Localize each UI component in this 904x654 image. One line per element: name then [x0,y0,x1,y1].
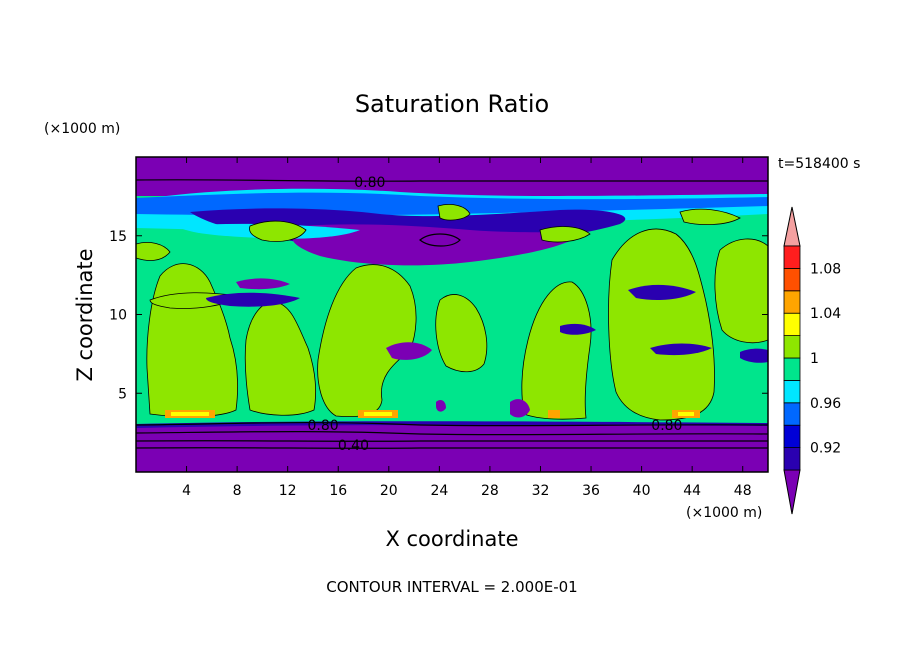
colorbar-segment [783,245,801,269]
x-tick-label: 24 [430,483,448,499]
dry-patch [236,278,290,290]
green-region [679,208,741,226]
colorbar-segment [783,379,801,404]
green-region [249,220,307,242]
dry-patch [650,343,712,356]
x-tick-label: 36 [582,483,600,499]
green-region [539,226,591,243]
contour-label: 0.80 [307,418,338,434]
warm-spot-core [678,412,694,416]
x-tick-label: 8 [233,483,242,499]
plot-area [135,156,769,473]
dry-patch [436,400,446,412]
y-tick-label: 10 [109,308,127,324]
colorbar-segment [783,335,801,359]
contour-line [419,233,461,247]
dry-patch [628,284,696,300]
dry-patch [740,348,768,363]
contour-line [136,440,768,442]
x-tick-label: 20 [380,483,398,499]
y-tick-label: 5 [118,386,127,402]
contour-label: 0.80 [354,175,385,191]
dry-patch-upper [291,224,580,266]
colorbar: 1.08 1.04 1 0.96 0.92 [783,206,841,515]
colorbar-segment [783,447,801,471]
warm-spot [548,410,560,418]
colorbar-tick-label: 1.08 [810,261,841,277]
x-tick-label: 12 [279,483,297,499]
contour-line [136,431,768,436]
colorbar-segment [783,402,801,426]
contour-line [136,179,768,182]
green-region [136,242,171,261]
x-axis-label: X coordinate [385,527,518,551]
contour-line [136,421,768,427]
x-tick-label: 4 [182,483,191,499]
contour-line [136,447,768,449]
warm-spot-core [364,412,392,416]
colorbar-segment [783,312,801,337]
colorbar-tick-label: 1.04 [810,306,841,322]
x-tick-label: 40 [633,483,651,499]
contour-field [136,157,768,472]
x-units-label: (×1000 m) [686,505,762,521]
y-units-label: (×1000 m) [44,121,120,137]
time-label: t=518400 s [778,156,860,172]
dry-patch [510,399,530,418]
x-tick-label: 32 [532,483,550,499]
y-axis-label: Z coordinate [73,248,97,381]
dry-patch [560,323,596,335]
x-axis-ticks: 4 8 12 16 20 24 28 32 36 40 44 48 [182,157,752,499]
x-tick-label: 16 [329,483,347,499]
colorbar-extend-bottom [783,469,801,515]
y-tick-label: 15 [109,229,127,245]
colorbar-extend-top [783,206,801,247]
y-axis-ticks: 5 10 15 [109,229,768,402]
colorbar-tick-label: 1 [810,351,819,367]
contour-label: 0.80 [651,418,682,434]
colorbar-segment [783,424,801,449]
dry-patch [386,342,432,360]
green-region [435,294,488,373]
colorbar-tick-label: 0.96 [810,396,841,412]
green-region [714,238,768,344]
dry-patch [206,292,300,307]
x-tick-label: 44 [683,483,701,499]
colorbar-segment [783,267,801,292]
warm-spot-core [171,412,209,416]
contour-interval-note: CONTOUR INTERVAL = 2.000E-01 [326,578,577,596]
colorbar-segment [783,357,801,381]
chart-title: Saturation Ratio [355,90,549,118]
green-region [437,204,471,221]
colorbar-segment [783,290,801,314]
colorbar-tick-label: 0.92 [810,441,841,457]
x-tick-label: 48 [734,483,752,499]
green-region [608,228,715,421]
x-tick-label: 28 [481,483,499,499]
contour-labels: 0.800.80 0.800.40 [307,175,682,454]
contour-label: 0.40 [338,438,369,454]
